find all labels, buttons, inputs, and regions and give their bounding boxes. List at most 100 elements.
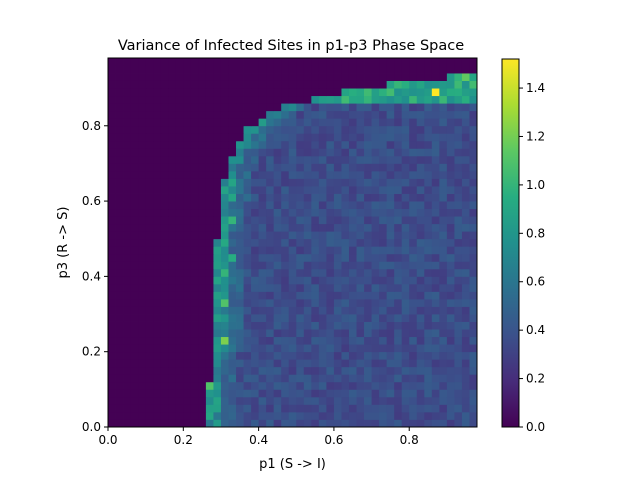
heatmap-cell bbox=[364, 186, 372, 194]
heatmap-cell bbox=[401, 155, 410, 164]
heatmap-cell bbox=[138, 208, 147, 217]
heatmap-cell bbox=[371, 374, 380, 383]
heatmap-cell bbox=[409, 65, 418, 74]
heatmap-cell bbox=[371, 336, 380, 345]
heatmap-cell bbox=[228, 155, 237, 164]
heatmap-cell bbox=[439, 133, 448, 142]
heatmap-cell bbox=[123, 306, 131, 315]
heatmap-cell bbox=[175, 283, 184, 292]
heatmap-cell bbox=[371, 148, 380, 157]
heatmap-cell bbox=[213, 246, 222, 255]
heatmap-cell bbox=[115, 216, 124, 225]
heatmap-cell bbox=[183, 110, 192, 119]
heatmap-cell bbox=[386, 140, 395, 149]
heatmap-cell bbox=[409, 186, 418, 194]
heatmap-cell bbox=[303, 359, 312, 368]
heatmap-cell bbox=[108, 155, 116, 164]
heatmap-cell bbox=[130, 133, 139, 142]
heatmap-cell bbox=[123, 389, 131, 398]
heatmap-cell bbox=[160, 201, 169, 210]
heatmap-cell bbox=[469, 276, 478, 285]
heatmap-cell bbox=[348, 283, 357, 292]
heatmap-cell bbox=[115, 73, 124, 81]
heatmap-cell bbox=[258, 238, 267, 247]
heatmap-cell bbox=[281, 291, 290, 300]
heatmap-cell bbox=[356, 238, 365, 247]
heatmap-cell bbox=[220, 170, 229, 179]
heatmap-cell bbox=[266, 389, 275, 398]
heatmap-cell bbox=[220, 329, 229, 338]
heatmap-cell bbox=[333, 80, 342, 89]
heatmap-cell bbox=[123, 125, 131, 134]
heatmap-cell bbox=[401, 208, 410, 217]
heatmap-cell bbox=[356, 381, 365, 390]
heatmap-cell bbox=[251, 268, 260, 277]
heatmap-cell bbox=[416, 155, 425, 164]
x-tick-label: 0.0 bbox=[98, 433, 117, 447]
heatmap-cell bbox=[258, 88, 267, 97]
heatmap-cell bbox=[296, 291, 305, 300]
heatmap-cell bbox=[273, 193, 282, 202]
heatmap-cell bbox=[198, 186, 207, 194]
heatmap-cell bbox=[220, 133, 229, 142]
heatmap-cell bbox=[251, 344, 260, 353]
heatmap-cell bbox=[175, 155, 184, 164]
heatmap-cell bbox=[153, 321, 162, 330]
heatmap-cell bbox=[303, 314, 312, 322]
heatmap-cell bbox=[220, 298, 229, 307]
heatmap-cell bbox=[251, 133, 260, 142]
heatmap-cell bbox=[439, 95, 448, 104]
heatmap-cell bbox=[379, 163, 388, 172]
heatmap-cell bbox=[416, 95, 425, 104]
heatmap-cell bbox=[205, 389, 214, 398]
heatmap-cell bbox=[153, 283, 162, 292]
heatmap-cell bbox=[318, 133, 327, 142]
heatmap-cell bbox=[130, 238, 139, 247]
heatmap-cell bbox=[333, 419, 342, 428]
heatmap-cell bbox=[183, 336, 192, 345]
heatmap-cell bbox=[198, 314, 207, 322]
heatmap-cell bbox=[461, 419, 470, 428]
heatmap-cell bbox=[205, 298, 214, 307]
heatmap-cell bbox=[439, 389, 448, 398]
heatmap-cell bbox=[469, 73, 478, 81]
heatmap-cell bbox=[258, 155, 267, 164]
heatmap-cell bbox=[220, 366, 229, 375]
heatmap-cell bbox=[198, 411, 207, 420]
heatmap-cell bbox=[160, 329, 169, 338]
heatmap-cell bbox=[424, 321, 433, 330]
heatmap-cell bbox=[266, 359, 275, 368]
heatmap-cell bbox=[258, 351, 267, 360]
heatmap-cell bbox=[401, 283, 410, 292]
heatmap-cell bbox=[228, 201, 237, 210]
heatmap-cell bbox=[288, 118, 297, 127]
heatmap-cell bbox=[326, 261, 335, 270]
heatmap-cell bbox=[356, 389, 365, 398]
heatmap-cell bbox=[386, 374, 395, 383]
heatmap-cell bbox=[296, 178, 305, 187]
heatmap-cell bbox=[145, 103, 154, 112]
heatmap-cell bbox=[130, 80, 139, 89]
heatmap-cell bbox=[220, 359, 229, 368]
heatmap-cell bbox=[424, 110, 433, 119]
heatmap-cell bbox=[348, 389, 357, 398]
heatmap-cell bbox=[401, 336, 410, 345]
heatmap-cell bbox=[213, 253, 222, 262]
heatmap-cell bbox=[469, 88, 478, 97]
heatmap-cell bbox=[348, 65, 357, 74]
heatmap-cell bbox=[175, 118, 184, 127]
heatmap-cell bbox=[220, 88, 229, 97]
heatmap-cell bbox=[130, 208, 139, 217]
heatmap-cell bbox=[348, 88, 357, 97]
heatmap-cell bbox=[333, 155, 342, 164]
heatmap-cell bbox=[123, 336, 131, 345]
heatmap-cell bbox=[168, 193, 177, 202]
heatmap-cell bbox=[461, 148, 470, 157]
heatmap-cell bbox=[303, 404, 312, 413]
heatmap-cell bbox=[243, 208, 252, 217]
heatmap-cell bbox=[228, 359, 237, 368]
heatmap-cell bbox=[461, 88, 470, 97]
heatmap-cell bbox=[175, 411, 184, 420]
heatmap-cell bbox=[454, 351, 463, 360]
heatmap-cell bbox=[379, 291, 388, 300]
